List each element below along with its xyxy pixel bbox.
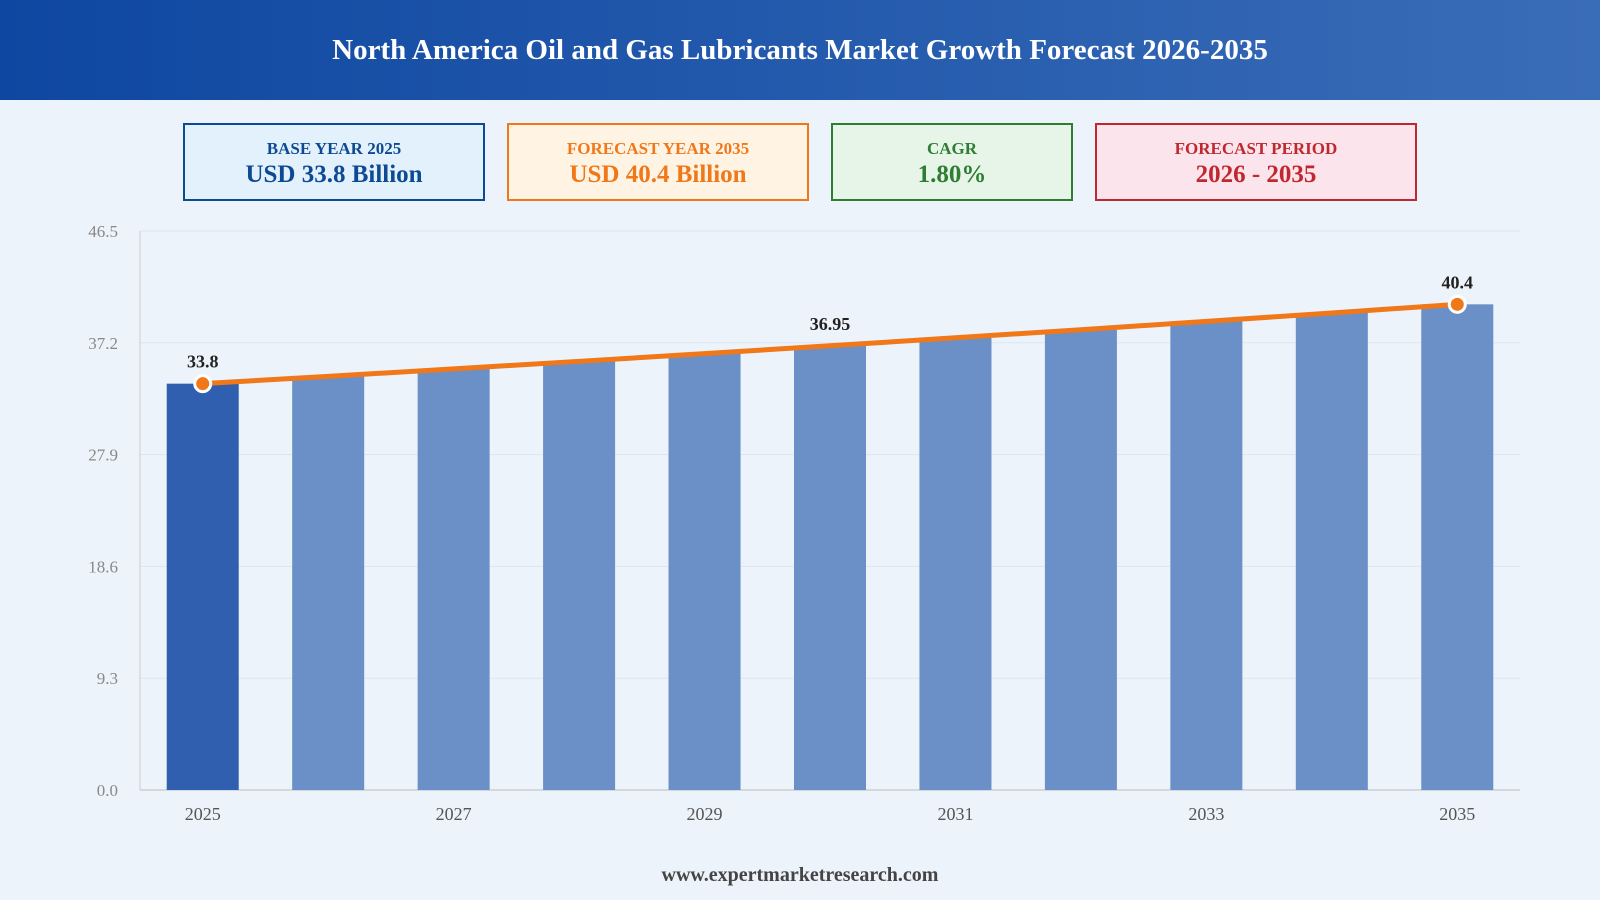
source: www.expertmarketresearch.com <box>661 864 939 886</box>
line-marker <box>1447 294 1467 314</box>
y-tick-label: 9.3 <box>97 669 118 688</box>
y-tick-label: 18.6 <box>88 557 118 576</box>
kpi-value: USD 40.4 Billion <box>569 161 747 188</box>
bar <box>166 383 239 790</box>
bar <box>1044 329 1117 790</box>
x-tick-label: 2027 <box>436 804 472 824</box>
y-tick-label: 46.5 <box>88 222 118 241</box>
bar <box>1170 321 1243 790</box>
bar <box>1295 312 1368 790</box>
value-label: 40.4 <box>1442 272 1474 292</box>
kpi-card: FORECAST YEAR 2035 USD 40.4 Billion <box>507 123 809 201</box>
x-tick-label: 2029 <box>687 804 723 824</box>
bar <box>919 337 992 790</box>
kpi-value: 1.80% <box>917 161 987 188</box>
bar <box>1421 304 1494 790</box>
kpi-label: FORECAST PERIOD <box>1174 139 1338 158</box>
kpi-card: FORECAST PERIOD 2026 - 2035 <box>1095 123 1417 201</box>
bar <box>543 361 616 790</box>
x-tick-label: 2035 <box>1439 804 1475 824</box>
value-label: 33.8 <box>187 352 219 372</box>
x-tick-label: 2033 <box>1188 804 1224 824</box>
kpi-label: BASE YEAR 2025 <box>266 139 402 158</box>
bar <box>668 353 741 790</box>
x-tick-label: 2031 <box>937 804 973 824</box>
kpi-card: BASE YEAR 2025 USD 33.8 Billion <box>183 123 485 201</box>
value-label: 36.95 <box>810 314 851 334</box>
y-tick-label: 27.9 <box>88 446 118 465</box>
kpi-card: CAGR 1.80% <box>831 123 1073 201</box>
kpi-value: USD 33.8 Billion <box>245 161 423 188</box>
kpi-value: 2026 - 2035 <box>1195 161 1317 188</box>
y-tick-label: 37.2 <box>88 334 118 353</box>
y-tick-label: 0.0 <box>97 781 118 800</box>
line-marker <box>193 374 213 394</box>
kpi-label: FORECAST YEAR 2035 <box>566 139 750 158</box>
header-title: North America Oil and Gas Lubricants Mar… <box>0 0 1600 100</box>
bar <box>794 345 866 790</box>
bar <box>417 368 490 790</box>
bar <box>292 376 365 790</box>
trend-line <box>202 301 1458 387</box>
x-tick-label: 2025 <box>185 804 221 824</box>
kpi-label: CAGR <box>926 139 978 158</box>
